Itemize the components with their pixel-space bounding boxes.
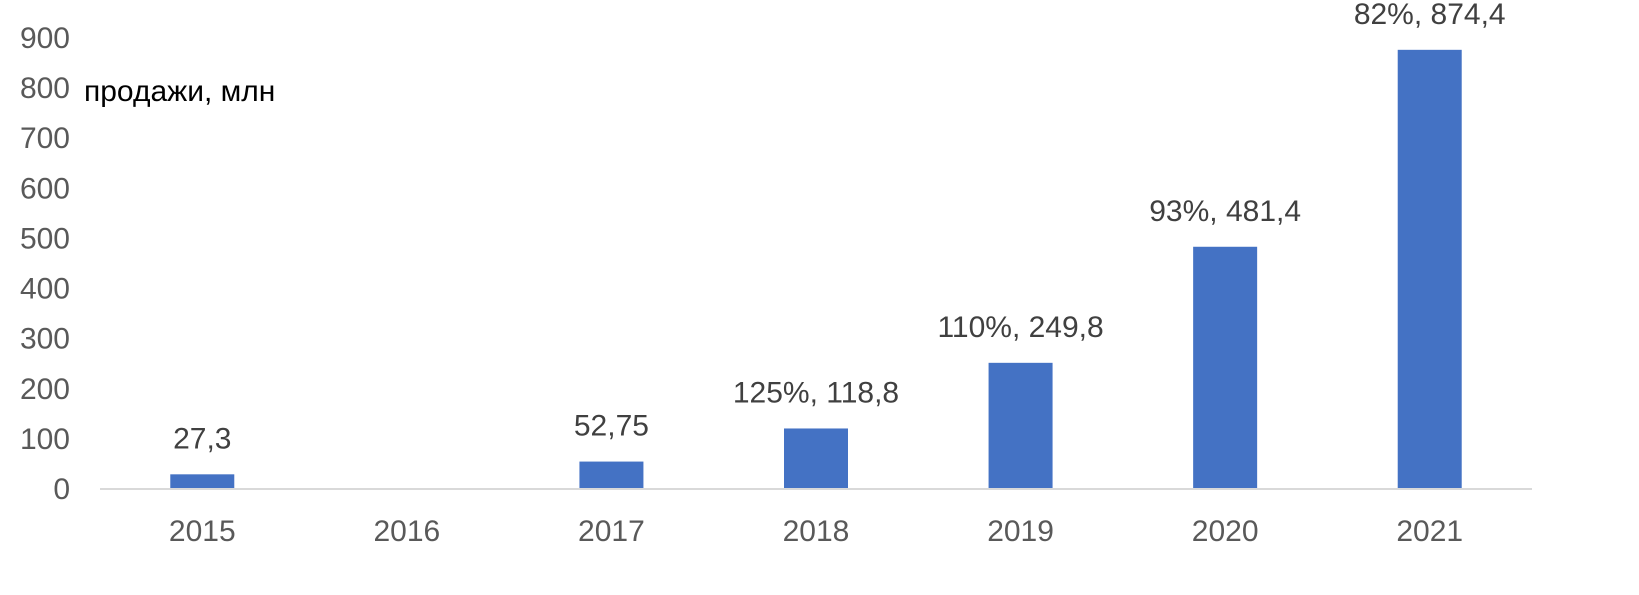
bar — [988, 362, 1053, 488]
data-label: 125%, 118,8 — [733, 376, 899, 409]
x-tick-label: 2021 — [1396, 515, 1463, 548]
y-axis-ticks: 0 100 200 300 400 500 600 700 800 900 — [20, 22, 70, 506]
x-tick-label: 2016 — [373, 515, 440, 548]
x-tick-label: 2018 — [783, 515, 850, 548]
x-tick-label: 2020 — [1192, 515, 1259, 548]
y-tick-label: 700 — [20, 122, 70, 155]
unit-label: продажи, млн — [84, 75, 275, 108]
y-tick-label: 0 — [53, 473, 70, 506]
bar — [579, 461, 644, 488]
y-tick-label: 400 — [20, 273, 70, 306]
y-tick-label: 600 — [20, 172, 70, 205]
bar — [1193, 246, 1258, 488]
data-labels: 27,3 52,75 125%, 118,8 110%, 249,8 93%, 481,… — [173, 0, 1506, 455]
x-axis-ticks: 2015 2016 2017 2018 2019 2020 2021 — [169, 515, 1463, 548]
bar — [784, 428, 848, 488]
data-label: 110%, 249,8 — [937, 311, 1103, 344]
data-label: 82%, 874,4 — [1354, 0, 1506, 31]
y-tick-label: 500 — [20, 222, 70, 255]
y-tick-label: 100 — [20, 423, 70, 456]
data-label: 27,3 — [173, 422, 231, 455]
bars — [170, 49, 1462, 489]
y-tick-label: 800 — [20, 72, 70, 105]
data-label: 93%, 481,4 — [1149, 195, 1301, 228]
x-tick-label: 2017 — [578, 515, 645, 548]
y-tick-label: 900 — [20, 22, 70, 55]
x-tick-label: 2015 — [169, 515, 236, 548]
y-tick-label: 200 — [20, 373, 70, 406]
bar — [1397, 49, 1462, 489]
data-label: 52,75 — [574, 410, 649, 443]
bar — [170, 474, 235, 488]
y-tick-label: 300 — [20, 323, 70, 356]
x-tick-label: 2019 — [987, 515, 1054, 548]
